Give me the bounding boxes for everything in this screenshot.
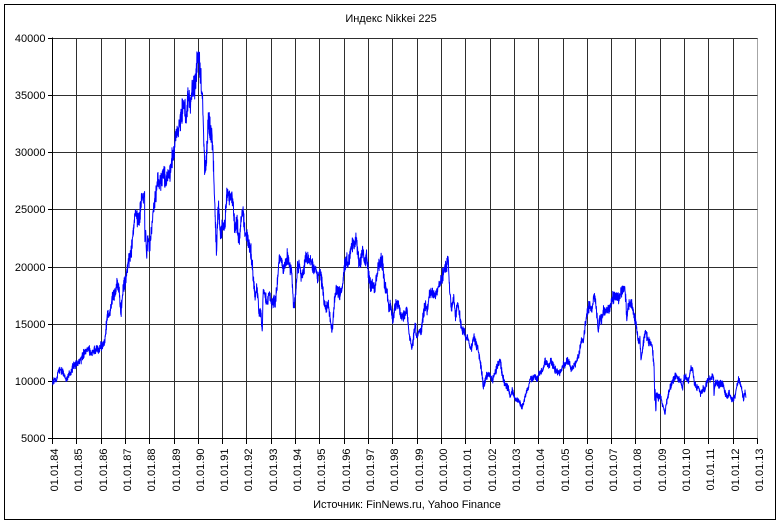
svg-text:10000: 10000 (15, 376, 46, 388)
svg-text:01.01.13: 01.01.13 (754, 449, 766, 492)
svg-text:01.01.11: 01.01.11 (705, 449, 717, 491)
svg-text:01.01.08: 01.01.08 (632, 449, 644, 492)
svg-text:01.01.95: 01.01.95 (316, 449, 328, 492)
svg-text:01.01.84: 01.01.84 (49, 449, 61, 492)
svg-text:01.01.07: 01.01.07 (608, 449, 620, 492)
svg-text:40000: 40000 (15, 33, 46, 45)
svg-text:20000: 20000 (15, 262, 46, 274)
svg-text:01.01.97: 01.01.97 (365, 449, 377, 492)
svg-text:01.01.03: 01.01.03 (511, 449, 523, 492)
svg-text:5000: 5000 (21, 433, 45, 445)
svg-text:01.01.12: 01.01.12 (730, 449, 742, 492)
svg-text:15000: 15000 (15, 319, 46, 331)
svg-text:25000: 25000 (15, 204, 46, 216)
svg-text:01.01.00: 01.01.00 (438, 449, 450, 492)
svg-text:01.01.88: 01.01.88 (146, 449, 158, 492)
svg-text:35000: 35000 (15, 90, 46, 102)
svg-text:01.01.01: 01.01.01 (462, 449, 474, 492)
svg-text:01.01.85: 01.01.85 (73, 449, 85, 492)
svg-text:01.01.04: 01.01.04 (535, 449, 547, 492)
svg-text:01.01.92: 01.01.92 (243, 449, 255, 492)
svg-text:Источник: FinNews.ru, Yahoo Fi: Источник: FinNews.ru, Yahoo Finance (313, 499, 501, 511)
svg-text:01.01.89: 01.01.89 (171, 449, 183, 492)
svg-text:01.01.94: 01.01.94 (292, 449, 304, 492)
svg-text:01.01.02: 01.01.02 (487, 449, 499, 492)
svg-text:01.01.98: 01.01.98 (389, 449, 401, 492)
svg-text:01.01.93: 01.01.93 (268, 449, 280, 492)
svg-text:01.01.91: 01.01.91 (219, 449, 231, 492)
svg-text:30000: 30000 (15, 147, 46, 159)
svg-text:01.01.87: 01.01.87 (122, 449, 134, 492)
svg-text:01.01.05: 01.01.05 (560, 449, 572, 492)
svg-text:01.01.09: 01.01.09 (657, 449, 669, 492)
svg-text:01.01.90: 01.01.90 (195, 449, 207, 492)
svg-text:01.01.96: 01.01.96 (341, 449, 353, 492)
svg-text:Индекс Nikkei 225: Индекс Nikkei 225 (345, 13, 436, 25)
svg-text:01.01.06: 01.01.06 (584, 449, 596, 492)
svg-text:01.01.86: 01.01.86 (98, 449, 110, 492)
svg-text:01.01.99: 01.01.99 (414, 449, 426, 492)
svg-text:01.01.10: 01.01.10 (681, 449, 693, 492)
